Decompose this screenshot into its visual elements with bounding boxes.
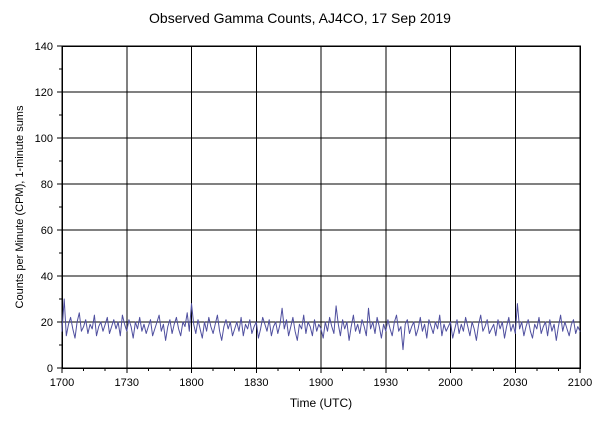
y-tick-label: 60 xyxy=(41,225,53,237)
x-tick-label: 2030 xyxy=(503,377,527,389)
y-tick-label: 120 xyxy=(35,87,53,99)
x-tick-label: 1900 xyxy=(309,377,333,389)
x-axis-label: Time (UTC) xyxy=(289,396,353,410)
x-tick-label: 1700 xyxy=(50,377,74,389)
x-tick-label: 2000 xyxy=(438,377,462,389)
y-tick-label: 20 xyxy=(41,317,53,329)
x-tick-label: 1830 xyxy=(244,377,268,389)
x-tick-label: 1730 xyxy=(115,377,139,389)
y-tick-label: 100 xyxy=(35,133,53,145)
y-tick-label: 40 xyxy=(41,271,53,283)
y-tick-label: 80 xyxy=(41,179,53,191)
y-tick-label: 140 xyxy=(35,41,53,53)
x-tick-label: 2100 xyxy=(568,377,592,389)
y-tick-label: 0 xyxy=(47,363,53,375)
data-series-line xyxy=(61,298,581,351)
y-axis-label: Counts per Minute (CPM), 1-minute sums xyxy=(14,105,26,309)
x-tick-label: 1800 xyxy=(179,377,203,389)
chart-title: Observed Gamma Counts, AJ4CO, 17 Sep 201… xyxy=(149,10,451,26)
x-tick-label: 1930 xyxy=(374,377,398,389)
